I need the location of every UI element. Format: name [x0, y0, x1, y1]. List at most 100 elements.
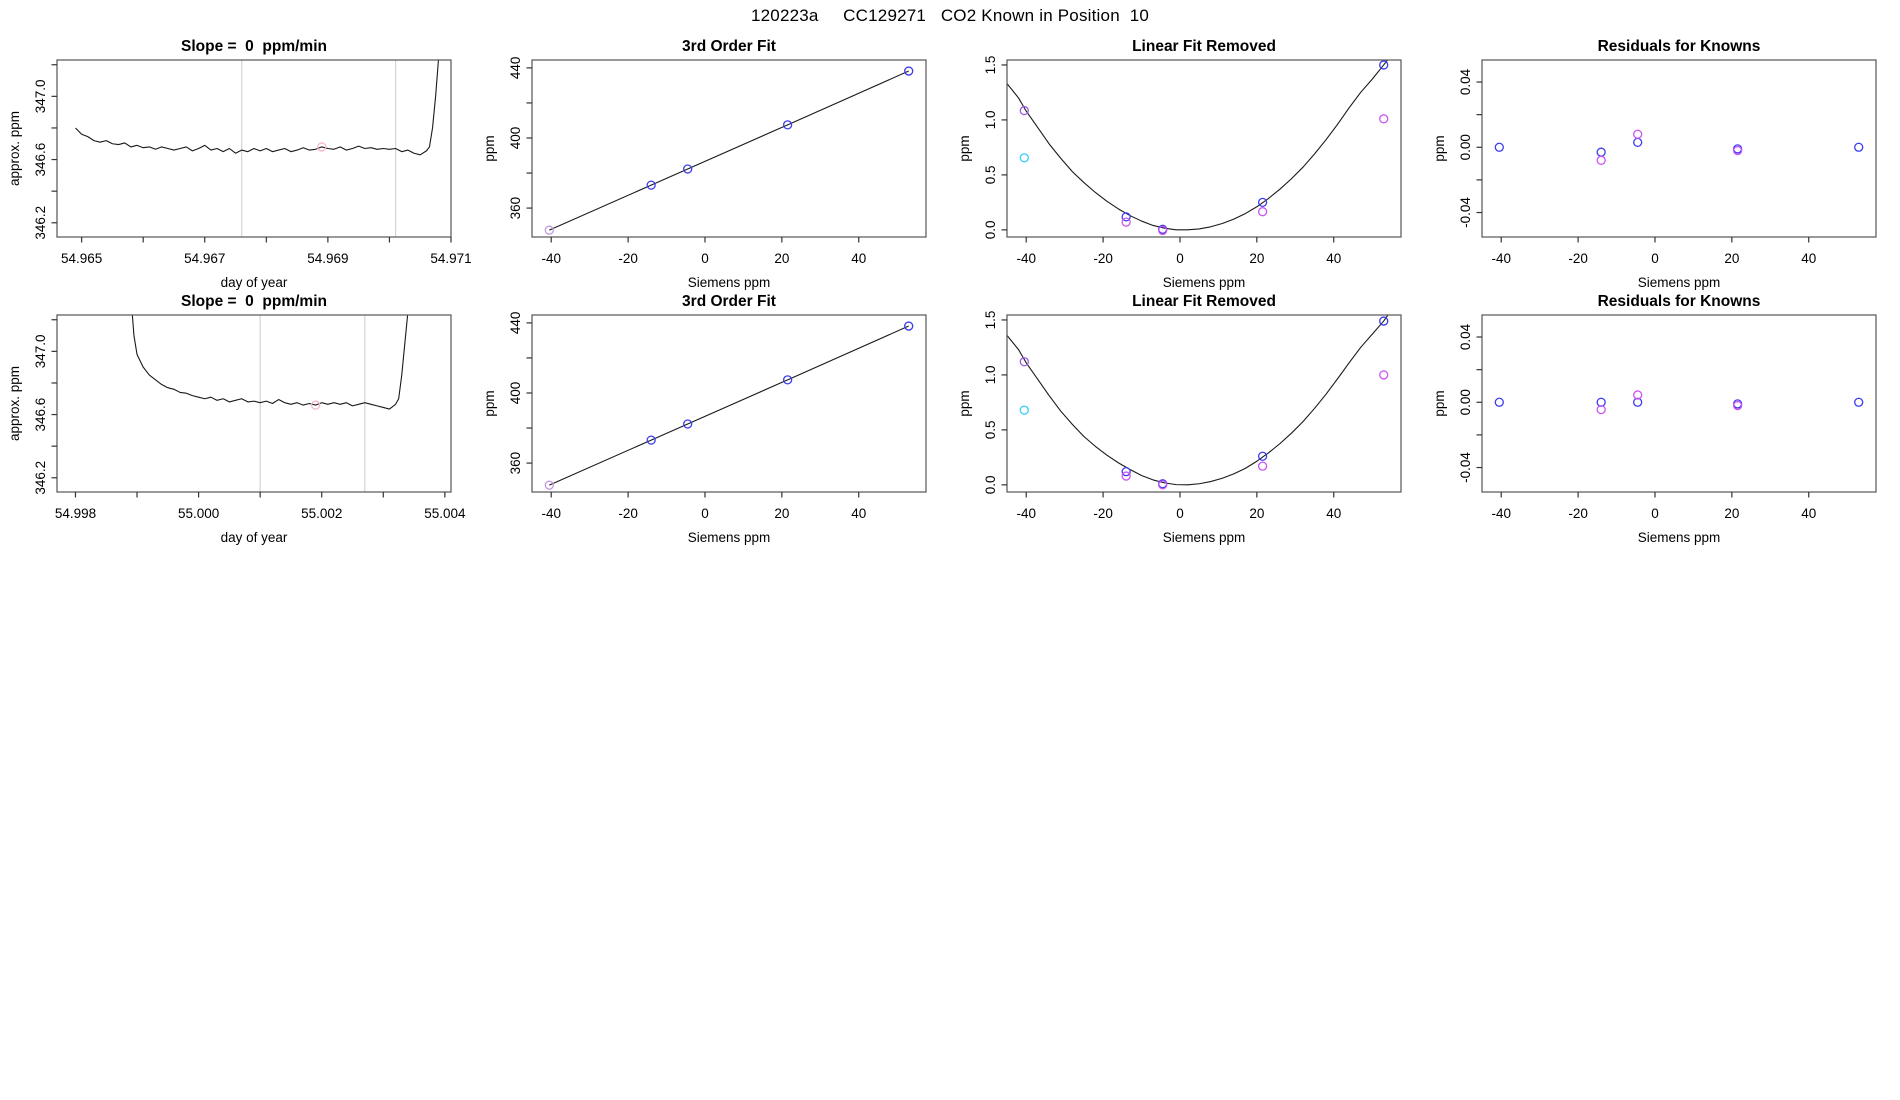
- x-tick-label: 55.002: [301, 506, 342, 521]
- x-tick-label: 55.000: [178, 506, 219, 521]
- plot-title: Linear Fit Removed: [1132, 293, 1276, 310]
- x-tick-label: 0: [1176, 251, 1184, 266]
- known-low-point: [544, 225, 554, 235]
- x-tick-label: 40: [851, 251, 866, 266]
- y-tick-label: 0.5: [983, 420, 998, 439]
- x-tick-label: 0: [1651, 251, 1659, 266]
- mean-marker-point: [310, 400, 321, 410]
- x-tick-label: 40: [1326, 251, 1341, 266]
- plot-r1-3rd-order: -40 -20 0 20 40 360 400 440 3rd Order Fit Siemens…: [475, 26, 950, 326]
- plot-r1-linear-removed: -40 -20 0 20 40 0.0 0.5 1.0 1.5 Linear Fit Remove…: [950, 26, 1425, 326]
- y-tick-label: 347.0: [33, 334, 48, 368]
- x-tick-label: 20: [1249, 251, 1264, 266]
- x-axis-title: day of year: [221, 530, 288, 545]
- blue-residuals-point: [1596, 397, 1606, 407]
- blue-residuals-point: [1633, 397, 1643, 407]
- y-axis-title: ppm: [957, 390, 972, 416]
- plot-title: Slope = 0 ppm/min: [181, 293, 327, 310]
- x-tick-label: -40: [1016, 251, 1036, 266]
- plot-r2-3rd-order: -40 -20 0 20 40 360 400 440 3rd Order Fit Siemens…: [475, 281, 950, 581]
- plot-box: [56, 314, 452, 493]
- x-tick-label: 54.965: [61, 251, 102, 266]
- x-tick-label: -20: [618, 506, 638, 521]
- y-tick-label: 346.2: [33, 461, 48, 495]
- plot-area: [1494, 129, 1864, 165]
- blue-residuals-point: [1494, 142, 1504, 152]
- blue-points-point: [1379, 60, 1389, 70]
- blue-residuals-point: [1596, 147, 1606, 157]
- plot-area: [1007, 60, 1389, 236]
- y-axis-title: approx. ppm: [7, 366, 22, 441]
- fit-line-line: [549, 70, 909, 231]
- y-tick-label: 0.5: [983, 165, 998, 184]
- orchid-residuals-point: [1633, 129, 1643, 139]
- blue-points-point: [1379, 316, 1389, 326]
- orchid-residuals-point: [1732, 145, 1743, 156]
- orchid-residuals-point: [1633, 390, 1643, 400]
- x-tick-label: 20: [1249, 506, 1264, 521]
- y-tick-label: 0.0: [983, 475, 998, 494]
- plot-r1-residuals: -40 -20 0 20 40 -0.04 0.00 0.04 Residuals for Kn…: [1425, 26, 1900, 326]
- plot-title: 3rd Order Fit: [682, 293, 776, 310]
- x-tick-label: -40: [541, 251, 561, 266]
- x-tick-label: 54.971: [430, 251, 471, 266]
- knowns-point: [683, 164, 693, 174]
- y-tick-label: 440: [508, 57, 523, 80]
- co2-trace-line: [131, 315, 409, 410]
- orchid-residuals-point: [1596, 155, 1606, 165]
- blue-residuals-point: [1854, 397, 1864, 407]
- x-tick-label: -20: [1568, 506, 1588, 521]
- cyan-point-point: [1019, 405, 1029, 415]
- orchid-points-point: [1257, 461, 1268, 471]
- x-axis-title: Siemens ppm: [1638, 530, 1721, 545]
- y-axis-title: ppm: [482, 135, 497, 161]
- known-low-point: [544, 480, 554, 490]
- x-tick-label: -20: [1093, 506, 1113, 521]
- plot-box: [531, 59, 927, 238]
- curve-line: [1007, 315, 1389, 486]
- y-tick-label: 400: [508, 127, 523, 150]
- y-tick-label: 1.5: [983, 311, 998, 330]
- knowns-point: [646, 435, 656, 445]
- plot-r2-linear-removed: -40 -20 0 20 40 0.0 0.5 1.0 1.5 Linear Fit Remove…: [950, 281, 1425, 581]
- y-axis-title: ppm: [1432, 390, 1447, 416]
- plot-title: Residuals for Knowns: [1598, 38, 1761, 55]
- blue-residuals-point: [1494, 397, 1504, 407]
- knowns-point: [782, 375, 793, 385]
- y-tick-label: 0.00: [1458, 134, 1473, 160]
- plot-area: [75, 60, 439, 237]
- y-axis-title: approx. ppm: [7, 111, 22, 186]
- x-axis-title: Siemens ppm: [1163, 275, 1246, 290]
- orchid-residuals-point: [1732, 400, 1743, 411]
- x-tick-label: 54.969: [307, 251, 348, 266]
- x-tick-label: -40: [1016, 506, 1036, 521]
- plot-r1-timeseries: 54.965 54.967 54.969 54.971 346.2 346.6 347.0 S…: [0, 26, 475, 326]
- plot-title: Linear Fit Removed: [1132, 38, 1276, 55]
- y-tick-label: 0.0: [983, 220, 998, 239]
- x-tick-label: 40: [1801, 251, 1816, 266]
- plot-title: 3rd Order Fit: [682, 38, 776, 55]
- orchid-points-point: [1379, 114, 1389, 124]
- cyan-point-point: [1019, 153, 1029, 163]
- plot-title: Residuals for Knowns: [1598, 293, 1761, 310]
- orchid-points-point: [1158, 225, 1168, 236]
- y-tick-label: 0.04: [1458, 323, 1473, 350]
- y-tick-label: -0.04: [1458, 452, 1473, 483]
- violet-point-point: [1019, 357, 1029, 367]
- blue-residuals-point: [1633, 137, 1643, 148]
- y-tick-label: 346.6: [33, 143, 48, 177]
- knowns-point: [904, 321, 914, 331]
- knowns-point: [904, 66, 914, 76]
- x-axis-title: Siemens ppm: [1638, 275, 1721, 290]
- x-tick-label: -20: [618, 251, 638, 266]
- x-tick-label: 0: [701, 506, 709, 521]
- x-tick-label: 40: [851, 506, 866, 521]
- y-axis-title: ppm: [957, 135, 972, 161]
- x-tick-label: 55.004: [424, 506, 466, 521]
- plot-area: [544, 66, 914, 235]
- plot-title: Slope = 0 ppm/min: [181, 38, 327, 55]
- plot-box: [1006, 59, 1402, 238]
- x-tick-label: 0: [1176, 506, 1184, 521]
- orchid-residuals-point: [1596, 404, 1606, 415]
- y-tick-label: 440: [508, 312, 523, 335]
